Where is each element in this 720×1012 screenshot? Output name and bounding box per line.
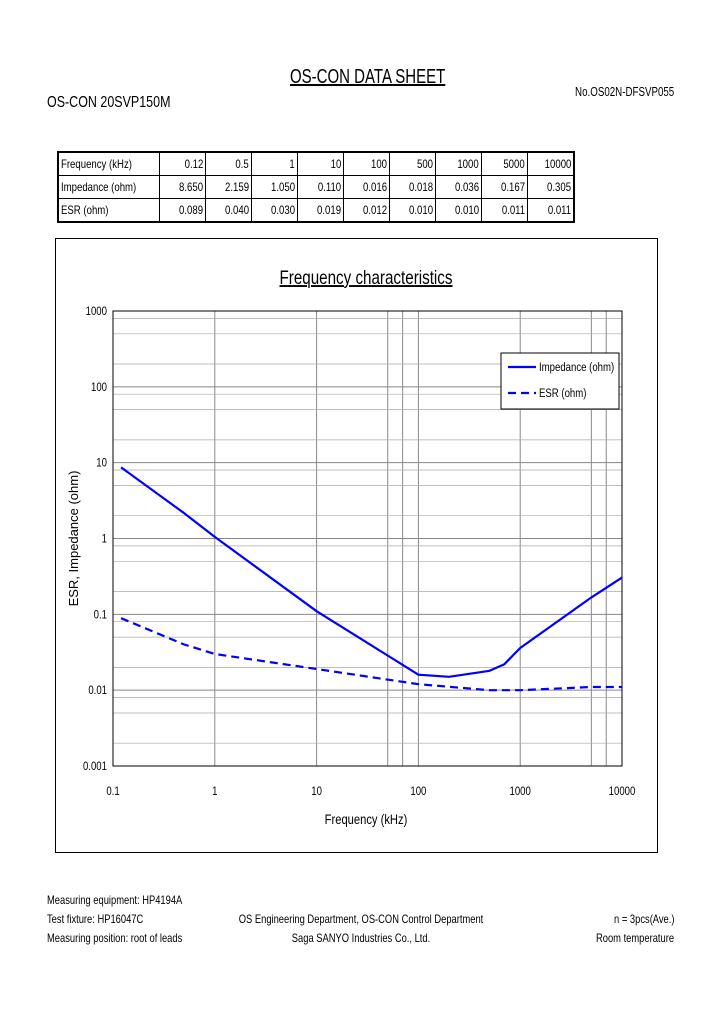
table-cell: 0.012 <box>343 198 390 223</box>
table-cell: 1 <box>251 151 298 176</box>
x-tick-label: 1 <box>212 785 217 798</box>
table-cell: 0.036 <box>435 175 482 199</box>
x-tick-label: 10 <box>311 785 322 798</box>
table-cell: 0.12 <box>159 151 206 176</box>
y-tick-label: 0.01 <box>88 684 107 697</box>
table-cell: 500 <box>389 151 436 176</box>
row-label: Frequency (kHz) <box>57 151 160 176</box>
table-row: Frequency (kHz) 0.12 0.5 1 10 100 500 1000 5000 1… <box>57 151 575 176</box>
y-tick-label: 10 <box>96 457 107 470</box>
table-cell: 0.010 <box>435 198 482 223</box>
table-cell: 0.010 <box>389 198 436 223</box>
footer-temperature: Room temperature <box>595 931 674 945</box>
table-row: Impedance (ohm) 8.650 2.159 1.050 0.110 0.016… <box>57 175 575 199</box>
table-cell: 0.305 <box>527 175 575 199</box>
table-cell: 0.089 <box>159 198 206 223</box>
table-cell: 8.650 <box>159 175 206 199</box>
table-cell: 1000 <box>435 151 482 176</box>
table-cell: 0.040 <box>205 198 252 223</box>
x-axis-label: Frequency (kHz) <box>325 812 408 827</box>
table-cell: 5000 <box>481 151 528 176</box>
y-tick-label: 1000 <box>86 305 107 318</box>
x-tick-label: 0.1 <box>106 785 119 798</box>
row-label: Impedance (ohm) <box>57 175 160 199</box>
x-tick-label: 1000 <box>510 785 531 798</box>
table-cell: 0.110 <box>297 175 344 199</box>
characteristics-table: Frequency (kHz) 0.12 0.5 1 10 100 500 1000 5000 1… <box>57 151 575 223</box>
frequency-chart: 0.1 1 10 100 1000 10000 0.001 0.01 0.1 1 10 100 1000… <box>55 238 658 853</box>
y-tick-label: 0.1 <box>94 608 107 621</box>
page-title: OS-CON DATA SHEET <box>290 66 446 88</box>
model-name: OS-CON 20SVP150M <box>47 94 171 111</box>
table-cell: 0.167 <box>481 175 528 199</box>
chart-svg: 0.1 1 10 100 1000 10000 0.001 0.01 0.1 1 10 100 1000… <box>66 266 636 827</box>
table-cell: 100 <box>343 151 390 176</box>
y-tick-label: 100 <box>91 381 107 394</box>
x-tick-label: 10000 <box>609 785 636 798</box>
footer-sample: n = 3pcs(Ave.) <box>613 912 674 926</box>
footer-department: OS Engineering Department, OS-CON Contro… <box>238 912 484 926</box>
y-axis-label: ESR, Impedance (ohm) <box>66 471 81 607</box>
document-number: No.OS02N-DFSVP055 <box>574 84 674 99</box>
legend-label: Impedance (ohm) <box>539 361 614 374</box>
table-row: ESR (ohm) 0.089 0.040 0.030 0.019 0.012 0.010 0… <box>57 198 575 223</box>
table-cell: 0.016 <box>343 175 390 199</box>
legend-label: ESR (ohm) <box>539 387 586 400</box>
y-tick-label: 0.001 <box>83 760 107 773</box>
chart-title: Frequency characteristics <box>279 266 452 288</box>
footer-position: Measuring position: root of leads <box>47 931 183 945</box>
table-cell: 10 <box>297 151 344 176</box>
footer-company: Saga SANYO Industries Co., Ltd. <box>291 931 431 945</box>
plot-area <box>112 310 623 767</box>
table-cell: 2.159 <box>205 175 252 199</box>
series-line-esr <box>120 617 622 692</box>
x-tick-label: 100 <box>410 785 426 798</box>
row-label: ESR (ohm) <box>57 198 160 223</box>
table-cell: 0.030 <box>251 198 298 223</box>
table-cell: 0.018 <box>389 175 436 199</box>
table-cell: 10000 <box>527 151 575 176</box>
footer-equipment: Measuring equipment: HP4194A <box>47 893 183 907</box>
table-cell: 0.011 <box>527 198 575 223</box>
table-cell: 0.019 <box>297 198 344 223</box>
table-cell: 0.5 <box>205 151 252 176</box>
series-line-impedance <box>120 466 623 678</box>
table-cell: 1.050 <box>251 175 298 199</box>
footer-fixture: Test fixture: HP16047C <box>47 912 144 926</box>
table-cell: 0.011 <box>481 198 528 223</box>
legend-box <box>500 352 620 410</box>
y-tick-label: 1 <box>102 533 107 546</box>
